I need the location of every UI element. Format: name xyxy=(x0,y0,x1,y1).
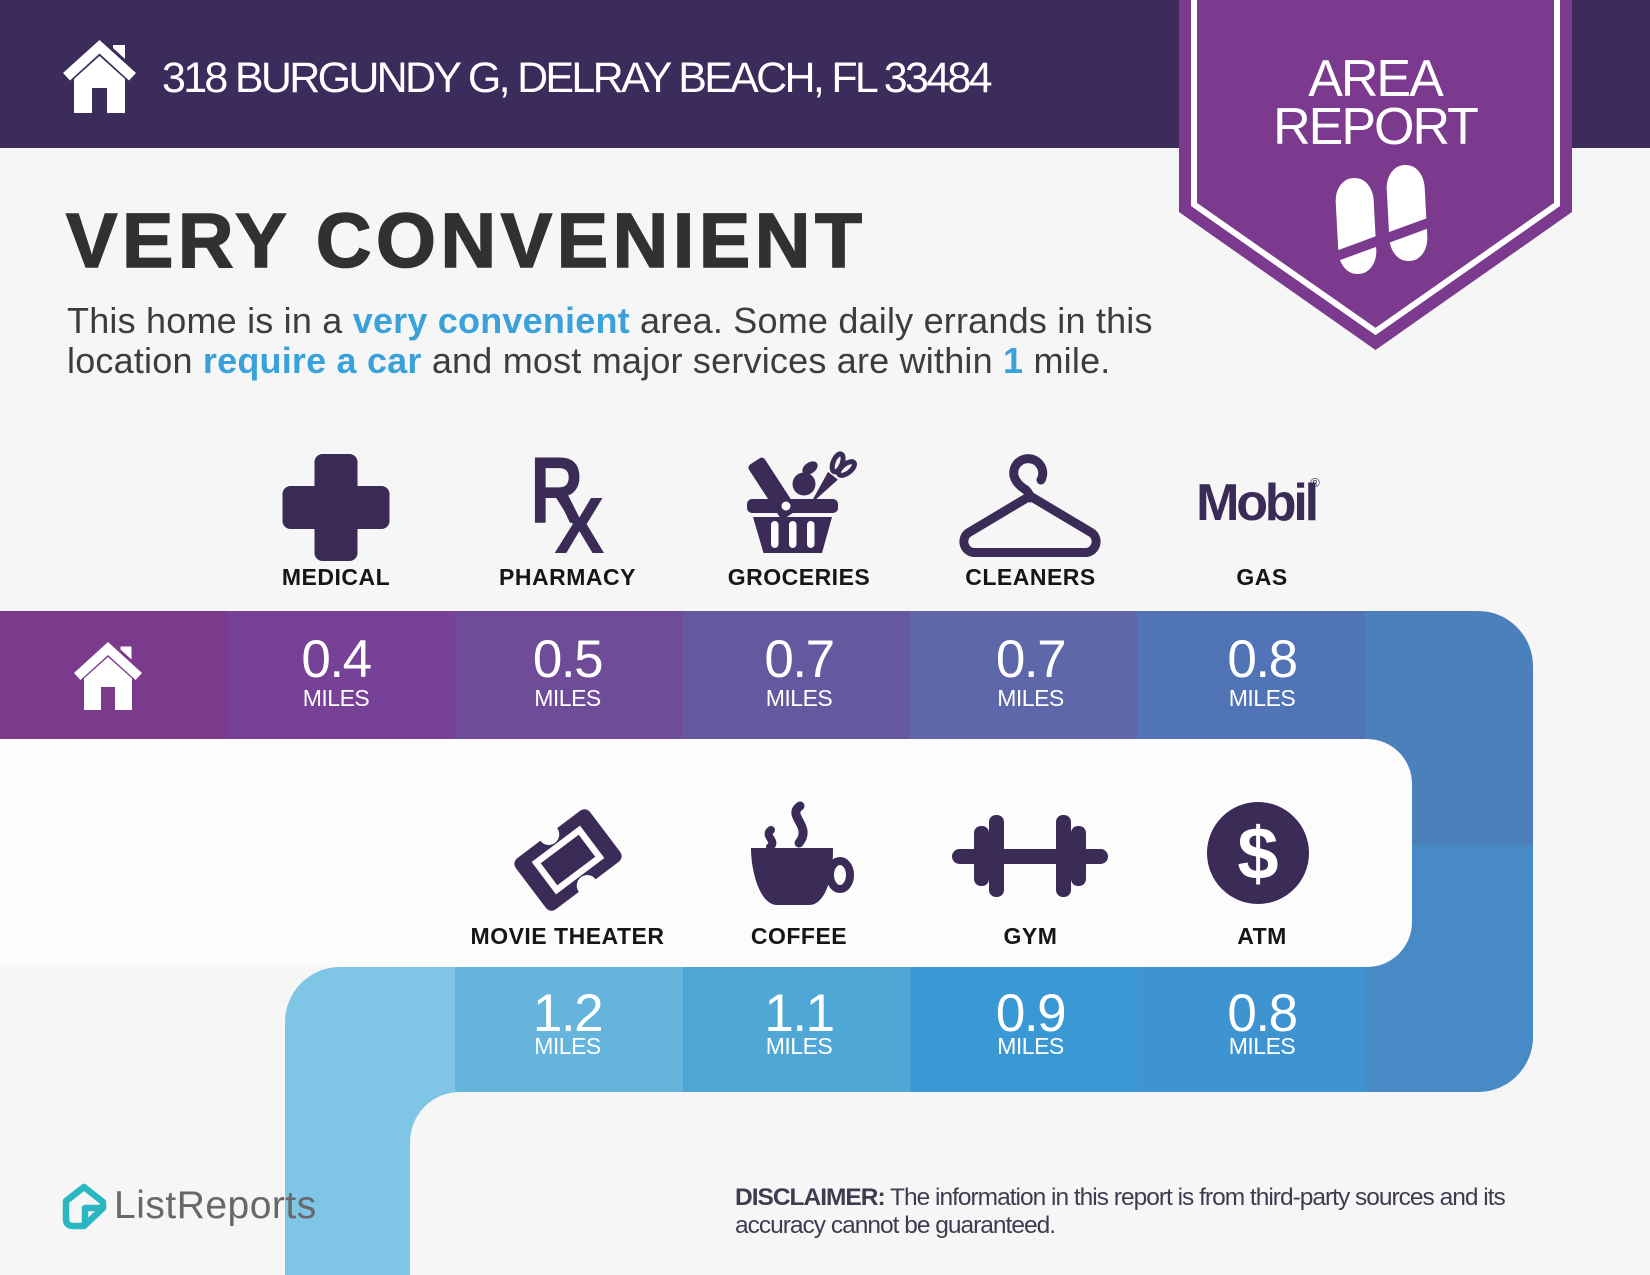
svg-text:REPORT: REPORT xyxy=(1273,98,1478,156)
svg-text:X: X xyxy=(554,480,605,570)
svg-text:Mobil: Mobil xyxy=(1196,474,1316,532)
svg-text:®: ® xyxy=(1310,475,1320,490)
svg-text:R: R xyxy=(530,438,584,544)
svg-text:AREA: AREA xyxy=(1308,50,1444,108)
svg-text:$: $ xyxy=(1237,812,1278,895)
